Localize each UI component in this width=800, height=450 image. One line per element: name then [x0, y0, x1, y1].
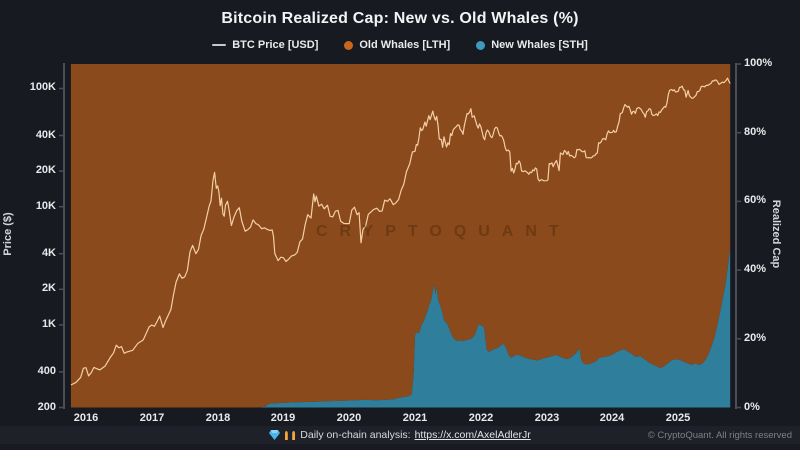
- raised-hands-icon: [284, 430, 296, 440]
- percent-tick-label: 80%: [744, 126, 767, 138]
- price-tick-label: 400: [37, 365, 56, 377]
- legend-label: New Whales [STH]: [491, 39, 588, 51]
- legend-item-new-whales[interactable]: New Whales [STH]: [476, 39, 588, 51]
- price-tick-label: 20K: [35, 164, 56, 176]
- footer-analysis-note: Daily on-chain analysis: https://x.com/A…: [269, 429, 531, 441]
- price-tick-label: 200: [37, 401, 56, 413]
- copyright-text: © CryptoQuant. All rights reserved: [647, 430, 792, 441]
- line-swatch-icon: [212, 44, 227, 46]
- year-tick-label: 2022: [468, 412, 494, 424]
- year-tick-label: 2023: [534, 412, 560, 424]
- price-tick-label: 2K: [41, 282, 56, 294]
- legend-label: Old Whales [LTH]: [359, 39, 451, 51]
- year-tick-label: 2018: [205, 412, 231, 424]
- new-whales-area: [70, 247, 731, 408]
- legend-label: BTC Price [USD]: [232, 39, 319, 51]
- percent-tick-label: 60%: [744, 194, 767, 206]
- percent-tick-label: 40%: [744, 263, 767, 275]
- legend-item-old-whales[interactable]: Old Whales [LTH]: [344, 39, 450, 51]
- year-tick-label: 2024: [599, 412, 625, 424]
- axis-tick-marks: [59, 63, 741, 409]
- price-axis-title: Price ($): [2, 212, 14, 256]
- year-tick-label: 2017: [139, 412, 165, 424]
- legend: BTC Price [USD] Old Whales [LTH] New Wha…: [0, 37, 800, 53]
- year-tick-label: 2020: [336, 412, 362, 424]
- price-tick-label: 40K: [35, 129, 56, 141]
- legend-item-btc-price[interactable]: BTC Price [USD]: [212, 39, 318, 51]
- percent-tick-label: 100%: [744, 57, 773, 69]
- diamond-icon: [269, 430, 281, 440]
- price-tick-label: 10K: [35, 200, 56, 212]
- dot-swatch-icon: [476, 40, 486, 50]
- percent-tick-label: 0%: [744, 401, 760, 413]
- price-tick-label: 100K: [29, 81, 56, 93]
- percent-tick-label: 20%: [744, 332, 767, 344]
- year-tick-label: 2019: [270, 412, 296, 424]
- page-title: Bitcoin Realized Cap: New vs. Old Whales…: [221, 10, 579, 27]
- year-tick-label: 2025: [665, 412, 691, 424]
- realized-cap-axis-title: Realized Cap: [770, 199, 782, 269]
- dot-swatch-icon: [344, 40, 354, 50]
- footer-text: Daily on-chain analysis:: [300, 429, 411, 441]
- old-whales-area: [70, 64, 731, 408]
- author-link[interactable]: https://x.com/AxelAdlerJr: [414, 429, 531, 441]
- price-tick-label: 4K: [41, 247, 56, 259]
- footer-bar: Daily on-chain analysis: https://x.com/A…: [0, 426, 800, 444]
- btc-price-line: [70, 77, 731, 386]
- year-tick-label: 2016: [73, 412, 99, 424]
- price-tick-label: 1K: [41, 318, 56, 330]
- year-tick-label: 2021: [402, 412, 428, 424]
